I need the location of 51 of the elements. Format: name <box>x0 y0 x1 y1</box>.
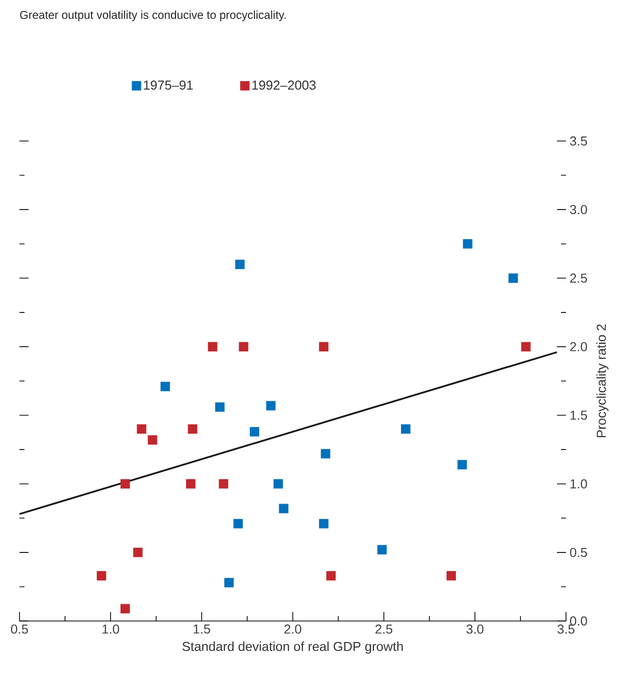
point <box>446 571 456 580</box>
x-tick-label: 2.5 <box>375 624 392 634</box>
point <box>160 382 170 392</box>
point <box>508 273 518 283</box>
point <box>218 479 228 489</box>
x-tick-label: 3.0 <box>466 624 484 634</box>
point <box>462 239 472 249</box>
x-tick-label: 0.5 <box>11 624 28 634</box>
point <box>278 504 288 514</box>
point <box>457 460 467 470</box>
point <box>96 571 106 580</box>
point <box>186 479 196 489</box>
point <box>215 402 225 412</box>
point <box>250 427 260 436</box>
point <box>136 424 146 434</box>
y-axis-title: Procyclicality ratio 2 <box>596 324 608 438</box>
y-tick-label: 2.5 <box>570 274 587 283</box>
point <box>326 571 336 580</box>
x-tick-label: 2.0 <box>284 624 302 634</box>
point <box>148 435 158 445</box>
point <box>400 424 410 434</box>
point <box>235 260 245 270</box>
y-tick-label: 0.5 <box>570 548 587 558</box>
point <box>266 400 276 410</box>
point <box>233 518 243 528</box>
x-axis-title: Standard deviation of real GDP growth <box>182 642 403 654</box>
point <box>208 342 218 352</box>
point <box>120 479 130 489</box>
point <box>188 424 198 434</box>
point <box>377 544 387 554</box>
x-tick-label: 1.5 <box>194 624 210 634</box>
point <box>273 479 283 489</box>
point <box>320 448 330 458</box>
y-tick-label: 3.5 <box>570 136 587 146</box>
y-tick-label: 1.0 <box>570 479 588 488</box>
x-tick-label: 1.0 <box>102 624 120 634</box>
point <box>133 548 143 558</box>
point <box>238 342 248 352</box>
y-tick-label: 1.5 <box>570 410 587 420</box>
legend-label: 1975–91 <box>144 80 193 90</box>
x-tick-label: 3.5 <box>558 624 574 634</box>
point <box>319 342 328 352</box>
chart-title: Greater output volatility is conducive to procyclicality. <box>20 10 286 22</box>
y-tick-label: 0.0 <box>570 616 588 626</box>
point <box>521 342 531 352</box>
point <box>120 604 130 614</box>
y-tick-label: 3.0 <box>570 204 588 214</box>
point <box>319 518 328 528</box>
y-tick-label: 2.0 <box>570 342 588 352</box>
point <box>224 578 234 588</box>
legend-label: 1992–2003 <box>252 80 316 90</box>
